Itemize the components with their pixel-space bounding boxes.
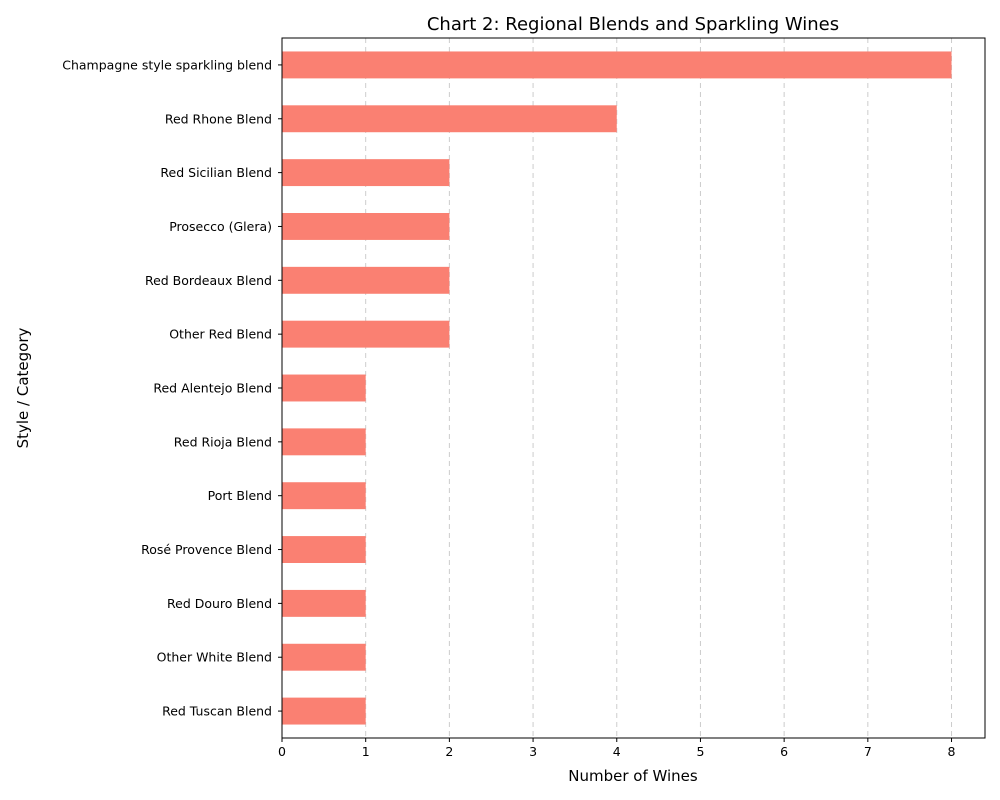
plot-frame [281, 37, 986, 739]
bar-5 [282, 320, 450, 348]
x-tick-label-1: 1 [362, 744, 370, 759]
bar-4 [282, 266, 450, 294]
y-tick-label-5: Other Red Blend [169, 327, 272, 342]
bar-2 [282, 159, 450, 187]
bar-0 [282, 51, 952, 79]
x-tick-label-4: 4 [613, 744, 621, 759]
bar-8 [282, 482, 366, 510]
bar-12 [282, 697, 366, 725]
bar-6 [282, 374, 366, 402]
bar-7 [282, 428, 366, 456]
y-tick-label-9: Rosé Provence Blend [141, 542, 272, 557]
x-tick-label-3: 3 [529, 744, 537, 759]
y-tick-label-11: Other White Blend [157, 650, 272, 665]
y-ticks: Champagne style sparkling blend Red Rhone… [62, 57, 282, 719]
axes-frame [281, 37, 986, 739]
bar-1 [282, 105, 617, 133]
y-tick-label-12: Red Tuscan Blend [162, 704, 272, 719]
y-axis-label: Style / Category [14, 327, 32, 448]
y-tick-label-6: Red Alentejo Blend [153, 381, 272, 396]
bar-9 [282, 536, 366, 563]
y-tick-label-0: Champagne style sparkling blend [62, 57, 272, 72]
bar-3 [282, 213, 450, 240]
x-axis-label: Number of Wines [568, 767, 698, 785]
bar-10 [282, 589, 366, 617]
x-tick-label-0: 0 [278, 744, 286, 759]
bar-11 [282, 643, 366, 671]
x-tick-label-7: 7 [864, 744, 872, 759]
bars [282, 51, 952, 725]
x-ticks: 0 1 2 3 4 5 6 7 8 [278, 738, 956, 759]
y-tick-label-8: Port Blend [208, 488, 272, 503]
y-tick-label-1: Red Rhone Blend [165, 111, 272, 126]
x-tick-label-5: 5 [696, 744, 704, 759]
y-tick-label-7: Red Rioja Blend [174, 434, 272, 449]
x-tick-label-6: 6 [780, 744, 788, 759]
x-tick-label-2: 2 [445, 744, 453, 759]
x-tick-label-8: 8 [948, 744, 956, 759]
y-tick-label-10: Red Douro Blend [167, 596, 272, 611]
y-tick-label-4: Red Bordeaux Blend [145, 273, 272, 288]
y-tick-label-2: Red Sicilian Blend [160, 165, 272, 180]
y-tick-label-3: Prosecco (Glera) [169, 219, 272, 234]
chart-title: Chart 2: Regional Blends and Sparkling W… [427, 14, 839, 35]
grid-lines [281, 38, 953, 738]
